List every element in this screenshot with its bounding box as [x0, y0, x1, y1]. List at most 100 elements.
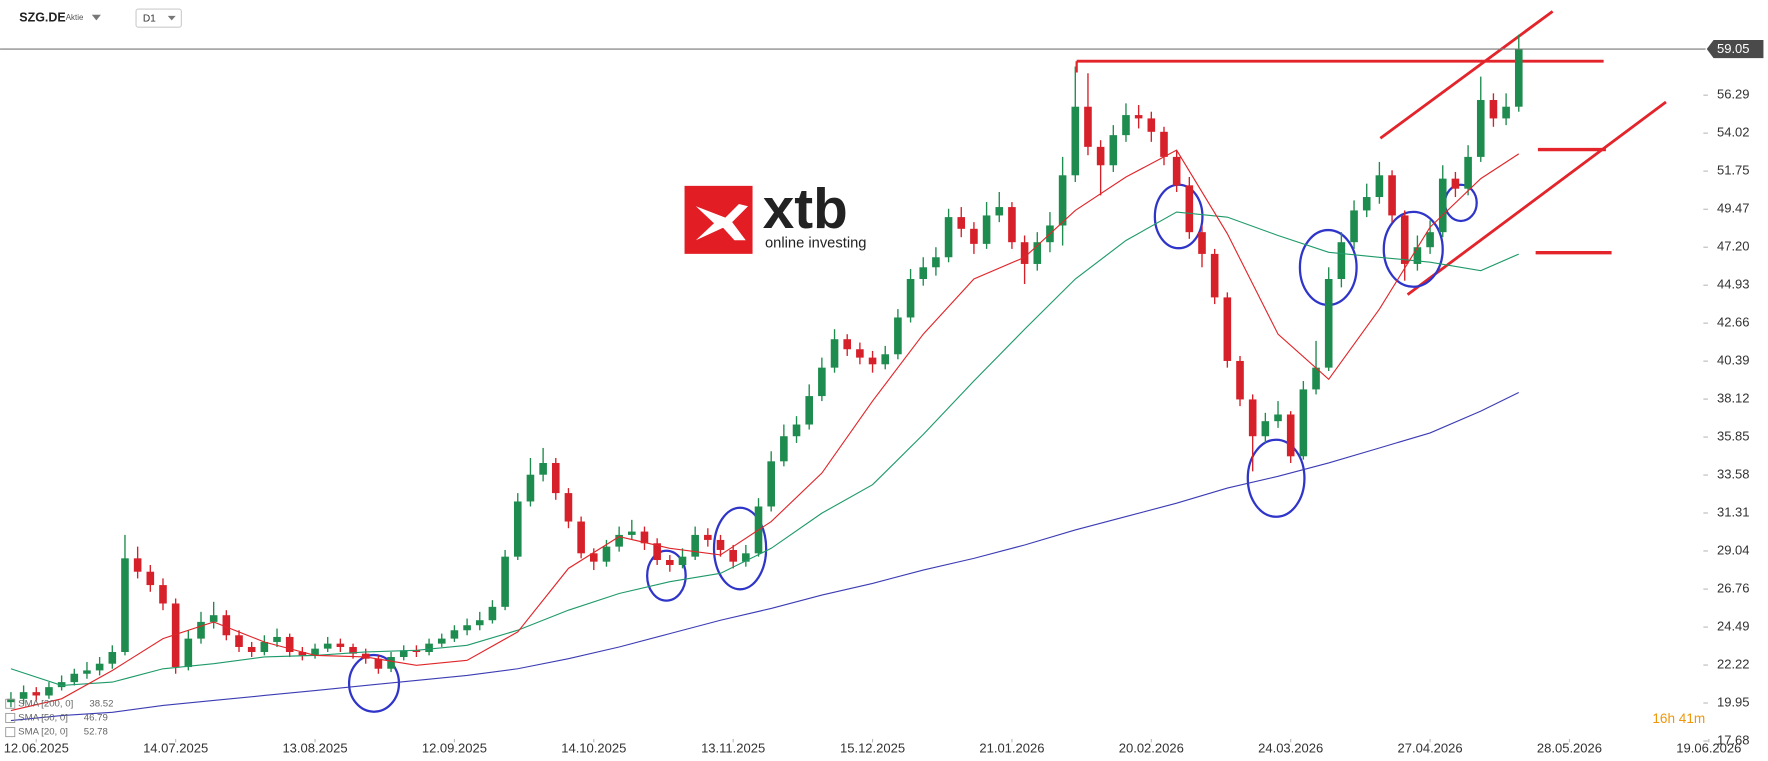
x-tick-label: 12.09.2025: [422, 741, 487, 756]
candle-body: [982, 215, 991, 244]
candle-body: [843, 339, 852, 350]
candle-body: [1413, 247, 1422, 264]
candle-body: [235, 635, 243, 647]
timeframe-select[interactable]: [135, 8, 182, 28]
candle-body: [628, 531, 636, 535]
candle-body: [1451, 178, 1460, 189]
candle-body: [1400, 215, 1409, 264]
candle-body: [387, 657, 395, 669]
candle-body: [1438, 178, 1447, 233]
candle-body: [1286, 414, 1295, 457]
candle-body: [526, 474, 535, 502]
candle-body: [83, 670, 91, 674]
y-tick-label: 19.95: [1717, 694, 1750, 709]
y-tick-label: 44.93: [1717, 277, 1750, 292]
moving-average-line: [10, 149, 1520, 712]
candle-body: [108, 651, 117, 664]
candle-body: [551, 462, 560, 494]
y-tick-label: 51.75: [1717, 163, 1750, 178]
highlight-ellipse: [347, 653, 401, 713]
candle-body: [1514, 49, 1523, 107]
candle-body: [1147, 118, 1156, 132]
candle-body: [374, 658, 383, 669]
y-tick-label: 42.66: [1717, 315, 1750, 330]
legend-value: 38.52: [89, 698, 113, 709]
candle-body: [1324, 278, 1333, 368]
candle-body: [437, 638, 446, 644]
y-tick-label: 17.68: [1717, 732, 1750, 747]
candle-body: [70, 673, 79, 683]
logo-tagline: online investing: [765, 236, 866, 252]
candle-body: [361, 653, 370, 659]
y-tick-label: 56.29: [1717, 87, 1750, 102]
candle-body: [488, 606, 497, 621]
channel-line: [1406, 100, 1667, 296]
candle-body: [666, 560, 674, 566]
x-tick-label: 15.12.2025: [840, 741, 905, 756]
legend-entry: SMA [20, 0] 52.78: [5, 727, 108, 738]
legend-value: 52.78: [84, 727, 108, 738]
channel-line: [1379, 10, 1554, 140]
x-tick-label: 24.03.2026: [1258, 741, 1323, 756]
candle-body: [767, 461, 775, 507]
candle-body: [1489, 100, 1498, 119]
candle-body: [1198, 232, 1206, 254]
candle-body: [412, 650, 421, 652]
candle-body: [450, 630, 459, 639]
candle-body: [704, 534, 712, 540]
candle-body: [589, 553, 598, 562]
candle-body: [742, 553, 750, 562]
candle-body: [247, 646, 256, 652]
candle-body: [1261, 421, 1270, 437]
candle-body: [32, 692, 41, 696]
symbol[interactable]: SZG.DE: [19, 10, 65, 24]
candle-body: [146, 571, 155, 586]
legend-entry: SMA [200, 0] 38.52: [5, 698, 113, 709]
x-tick-label: 28.05.2026: [1537, 741, 1602, 756]
x-tick-label: 13.08.2025: [282, 741, 347, 756]
candle-body: [184, 638, 193, 668]
legend-icon: [5, 727, 16, 738]
candle-body: [1109, 135, 1118, 166]
candle-body: [209, 615, 218, 622]
y-tick-label: 38.12: [1717, 391, 1750, 406]
candle-body: [463, 625, 471, 631]
candles: [7, 34, 1523, 708]
candle-body: [564, 493, 573, 522]
candle-body: [197, 621, 205, 639]
x-tick-label: 14.10.2025: [561, 741, 626, 756]
legend-icon: [5, 712, 16, 723]
legend-value: 46.79: [84, 712, 108, 723]
candle-body: [1299, 389, 1308, 457]
candle-body: [868, 357, 877, 365]
candle-body: [944, 217, 953, 258]
highlight-ellipse: [646, 549, 687, 602]
candle-body: [298, 651, 307, 656]
legend-name: SMA [50, 0]: [18, 712, 68, 723]
y-tick-label: 54.02: [1717, 125, 1750, 140]
last-price-box: [1706, 39, 1764, 59]
moving-average-line: [10, 391, 1520, 722]
dropdown-arrow[interactable]: [167, 15, 176, 21]
candle-body: [1223, 297, 1232, 361]
candle-body: [1476, 100, 1485, 157]
candle-body: [818, 367, 826, 397]
candle-body: [159, 585, 167, 604]
candle-body: [1033, 242, 1042, 264]
candle-body: [349, 646, 357, 654]
dropdown-arrow[interactable]: [91, 14, 101, 21]
candle-body: [729, 549, 737, 562]
candle-body: [678, 556, 687, 566]
candle-body: [602, 546, 611, 562]
timeframe[interactable]: D1: [143, 13, 156, 24]
candle-body: [1464, 156, 1472, 189]
candle-body: [640, 531, 649, 544]
candle-body: [513, 501, 522, 557]
candle-body: [285, 636, 294, 652]
candle-body: [133, 558, 142, 572]
candle-body: [1058, 175, 1067, 226]
candle-body: [1096, 146, 1105, 166]
highlight-ellipse: [712, 506, 768, 591]
